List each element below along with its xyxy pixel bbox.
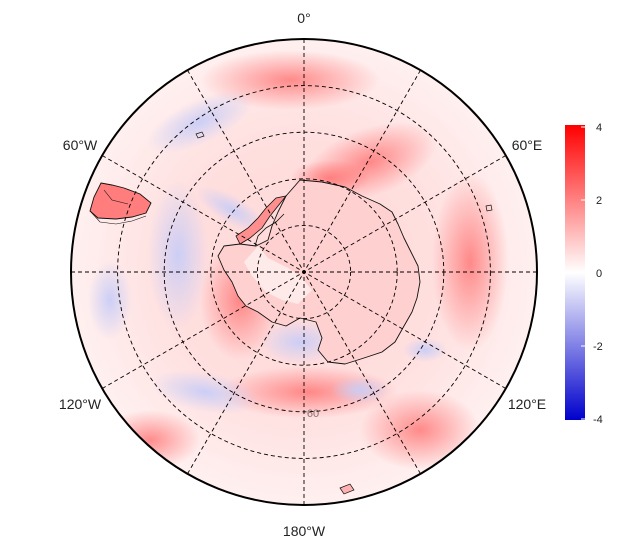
- graticule: [71, 39, 537, 505]
- ross-ice-shelf: [244, 246, 312, 304]
- colorbar: 4 2 0 -2 -4: [565, 122, 603, 426]
- macquarie-island: [339, 483, 355, 495]
- negative-anomaly-patch: [88, 260, 132, 340]
- lon-label-60e: 60°E: [512, 137, 543, 153]
- colorbar-tick-label-neg4: -4: [593, 414, 603, 426]
- lon-label-120w: 120°W: [59, 396, 102, 412]
- negative-anomaly-patch: [146, 90, 254, 154]
- kerguelen-island: [485, 204, 493, 212]
- map-boundary: [70, 38, 538, 506]
- lon-label-120e: 120°E: [508, 396, 546, 412]
- colorbar-ramp: [565, 125, 585, 420]
- lon-label-60w: 60°W: [63, 137, 98, 153]
- south-georgia-island: [195, 131, 205, 139]
- antarctic-peninsula: [235, 195, 287, 245]
- colorbar-tick-label-0: 0: [596, 268, 602, 280]
- colorbar-tick-label-4: 4: [596, 122, 602, 134]
- colorbar-ticks: [581, 126, 585, 420]
- latitude-ring: [210, 178, 398, 366]
- negative-anomaly-patch: [196, 186, 268, 234]
- meridian-line: [187, 69, 421, 475]
- negative-anomaly-patch: [330, 376, 390, 404]
- colorbar-tick-label-2: 2: [596, 195, 602, 207]
- latitude-ring: [117, 85, 491, 459]
- lon-label-0: 0°: [297, 10, 310, 26]
- positive-anomaly-patch: [100, 410, 200, 470]
- faint-latitude-label: 60: [307, 408, 319, 420]
- negative-anomaly-patch: [150, 370, 260, 414]
- latitude-ring: [256, 224, 352, 320]
- weddell-coast: [254, 213, 285, 247]
- longitude-labels: 0° 60°W 60°E 120°W 120°E 180°W: [59, 10, 546, 539]
- positive-anomaly-patch: [360, 390, 480, 470]
- south-america-coast-detail: [89, 189, 147, 225]
- lon-label-180w: 180°W: [283, 523, 326, 539]
- colorbar-tick-label-neg2: -2: [593, 341, 603, 353]
- negative-anomaly-patch: [148, 180, 208, 330]
- latitude-ring: [163, 131, 445, 413]
- negative-anomaly-patch: [403, 338, 447, 362]
- positive-anomaly-patch: [432, 172, 508, 352]
